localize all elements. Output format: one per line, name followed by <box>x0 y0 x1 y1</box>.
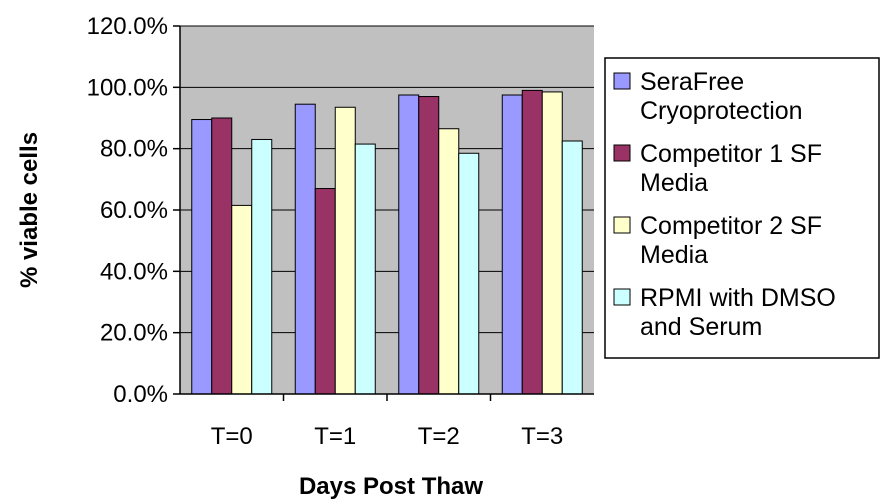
x-ticks: T=0 T=1 T=2 T=3 <box>211 394 563 450</box>
bar <box>541 91 563 395</box>
legend-label: Cryoprotection <box>640 97 803 125</box>
bar <box>211 117 233 395</box>
y-ticks: 0.0% 20.0% 40.0% 60.0% 80.0% 100.0% 120.0% <box>87 13 180 408</box>
legend-swatch <box>613 72 631 90</box>
legend-swatch <box>613 216 631 234</box>
legend-label: Media <box>640 241 708 269</box>
bar <box>398 94 420 395</box>
legend-label: SeraFree <box>640 68 744 96</box>
bar <box>458 152 480 395</box>
bar <box>438 128 460 395</box>
bar <box>314 188 336 395</box>
bar <box>521 89 543 395</box>
bar <box>501 94 523 395</box>
bar <box>231 204 253 395</box>
legend-label: RPMI with DMSO <box>640 284 836 312</box>
y-tick-label: 80.0% <box>100 136 168 163</box>
x-tick-label: T=0 <box>211 423 253 450</box>
legend-label: Competitor 2 SF <box>640 212 822 240</box>
y-tick-label: 0.0% <box>113 381 168 408</box>
legend-label: Media <box>640 169 708 197</box>
x-tick-label: T=2 <box>418 423 460 450</box>
x-axis-title: Days Post Thaw <box>299 473 483 500</box>
legend-swatch <box>613 288 631 306</box>
x-tick-label: T=3 <box>521 423 563 450</box>
y-tick-label: 120.0% <box>87 13 168 40</box>
legend-swatch <box>613 144 631 162</box>
bar <box>334 106 356 395</box>
bars <box>191 89 583 395</box>
x-tick-label: T=1 <box>314 423 356 450</box>
bar <box>418 96 440 395</box>
bar <box>294 103 316 395</box>
y-tick-label: 100.0% <box>87 74 168 101</box>
y-tick-label: 60.0% <box>100 197 168 224</box>
bar <box>191 119 213 395</box>
bar <box>354 143 376 395</box>
y-tick-label: 40.0% <box>100 258 168 285</box>
y-tick-label: 20.0% <box>100 320 168 347</box>
bar <box>251 138 273 395</box>
bar <box>561 140 583 395</box>
legend-label: and Serum <box>640 313 762 341</box>
legend-box <box>604 57 880 359</box>
y-axis-title: % viable cells <box>16 132 43 288</box>
legend-label: Competitor 1 SF <box>640 140 822 168</box>
